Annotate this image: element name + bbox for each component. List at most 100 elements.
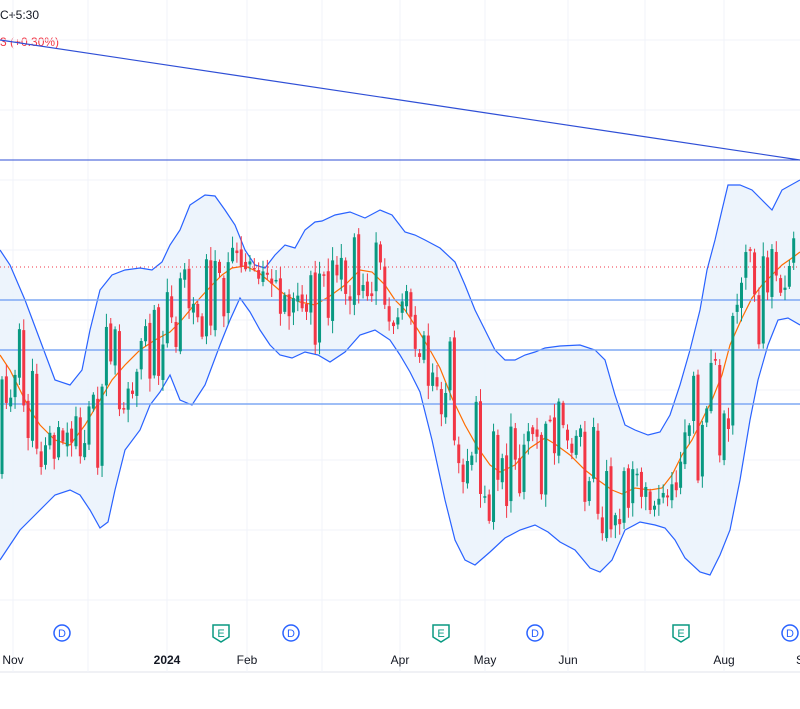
- candle-down: [409, 292, 413, 317]
- candle-up: [635, 473, 639, 476]
- candle-up: [444, 392, 448, 418]
- candle-down: [766, 257, 770, 293]
- candle-up: [165, 292, 169, 344]
- candle-down: [618, 519, 622, 525]
- candle-up: [509, 426, 513, 502]
- dividend-marker: D: [282, 624, 300, 642]
- candle-down: [52, 434, 56, 459]
- x-tick-label: Nov: [2, 653, 23, 667]
- candle-up: [605, 471, 609, 539]
- candle-down: [222, 277, 226, 317]
- candle-down: [713, 359, 717, 361]
- candle-up: [700, 424, 704, 477]
- trendline: [0, 39, 800, 161]
- dividend-circle: [526, 624, 544, 642]
- candle-up: [135, 371, 139, 396]
- candle-down: [596, 430, 600, 514]
- candle-up: [361, 285, 365, 291]
- candle-down: [244, 261, 248, 270]
- candle-up: [113, 329, 117, 366]
- candle-down: [639, 471, 643, 497]
- candle-up: [9, 397, 13, 407]
- earnings-marker: E: [212, 624, 230, 643]
- candle-up: [587, 481, 591, 502]
- candle-down: [378, 244, 382, 263]
- candle-up: [500, 458, 504, 483]
- earnings-shape: [212, 624, 230, 643]
- candle-up: [65, 432, 69, 447]
- candle-down: [561, 402, 565, 426]
- candle-down: [674, 482, 678, 491]
- candle-down: [26, 400, 30, 438]
- dividend-marker: D: [53, 624, 71, 642]
- candle-up: [631, 469, 635, 504]
- x-tick-label: Feb: [237, 653, 258, 667]
- candle-down: [518, 458, 522, 494]
- candle-down: [648, 491, 652, 511]
- candle-up: [309, 275, 313, 313]
- candle-up: [213, 260, 217, 331]
- candle-down: [383, 266, 387, 305]
- candle-up: [296, 295, 300, 302]
- candle-up: [657, 498, 661, 505]
- candle-down: [774, 251, 778, 276]
- candle-up: [483, 496, 487, 498]
- candle-down: [531, 427, 535, 435]
- candle-up: [44, 445, 47, 465]
- candle-up: [709, 362, 713, 412]
- x-tick-label: S: [796, 653, 800, 667]
- candle-down: [4, 376, 8, 403]
- x-tick-label: May: [474, 653, 497, 667]
- candle-up: [683, 432, 687, 465]
- candle-down: [300, 294, 304, 309]
- candle-down: [748, 249, 752, 251]
- dividend-circle: [53, 624, 71, 642]
- candle-down: [322, 274, 326, 276]
- candle-down: [35, 373, 39, 449]
- candle-down: [413, 314, 417, 349]
- candle-down: [235, 250, 239, 254]
- candle-down: [487, 494, 491, 521]
- candle-down: [357, 234, 361, 296]
- candle-down: [257, 270, 261, 279]
- candle-up: [274, 279, 278, 282]
- candle-up: [592, 426, 596, 479]
- candle-up: [48, 432, 52, 446]
- earnings-letter: E: [217, 628, 224, 640]
- candle-down: [452, 337, 456, 441]
- candle-up: [74, 416, 78, 447]
- candle-up: [744, 252, 748, 278]
- candle-down: [757, 295, 761, 345]
- x-tick-label: Jun: [558, 653, 577, 667]
- candle-down: [696, 374, 700, 481]
- candle-up: [574, 435, 578, 455]
- candle-down: [78, 417, 82, 457]
- candle-down: [439, 389, 443, 415]
- earnings-shape: [432, 624, 450, 643]
- candle-up: [152, 309, 156, 376]
- candle-down: [109, 323, 113, 362]
- candle-down: [513, 428, 517, 460]
- dividend-marker: D: [781, 624, 799, 642]
- candle-down: [535, 429, 539, 437]
- candle-up: [178, 278, 182, 352]
- candle-down: [170, 296, 174, 318]
- candle-down: [22, 330, 26, 406]
- candle-down: [552, 417, 556, 454]
- candle-down: [174, 321, 178, 347]
- candle-down: [335, 264, 339, 276]
- candle-up: [126, 388, 130, 410]
- dividend-circle: [781, 624, 799, 642]
- candle-up: [622, 471, 626, 523]
- candle-down: [96, 398, 100, 468]
- dividend-marker: D: [526, 624, 544, 642]
- bollinger-upper: [0, 179, 800, 436]
- candle-down: [148, 322, 152, 379]
- candle-up: [735, 304, 739, 312]
- candle-down: [131, 390, 134, 394]
- candle-up: [613, 515, 617, 526]
- candle-up: [352, 237, 356, 305]
- candle-up: [405, 291, 409, 307]
